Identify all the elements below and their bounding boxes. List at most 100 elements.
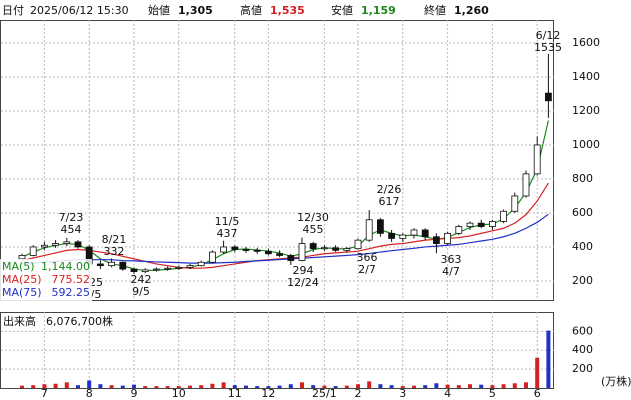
- annotation: 12/30: [297, 211, 329, 224]
- annotation: 11/5: [215, 215, 240, 228]
- y-tick-label: 1400: [572, 70, 600, 83]
- volume-bar: [232, 385, 237, 388]
- x-tick-label: 8: [86, 387, 93, 400]
- candle-body: [500, 210, 508, 222]
- volume-bar: [311, 385, 316, 388]
- candle-body: [511, 195, 519, 212]
- volume-bar: [501, 384, 506, 388]
- annotation: /5: [91, 288, 102, 301]
- candle-body: [488, 221, 496, 227]
- volume-bar: [400, 386, 405, 388]
- volume-bar: [87, 380, 92, 388]
- candle-body: [365, 219, 373, 241]
- volume-bar: [221, 382, 226, 388]
- candle-body: [119, 261, 127, 270]
- candle-body: [276, 253, 284, 256]
- volume-bar: [109, 385, 114, 388]
- y-tick-label: 200: [572, 274, 593, 287]
- y-tick-label: 400: [572, 343, 593, 356]
- annotation: 25: [89, 276, 103, 289]
- x-tick-label: 6: [534, 387, 541, 400]
- volume-bar: [456, 385, 461, 388]
- volume-bar: [333, 386, 338, 388]
- candle-body: [97, 263, 104, 267]
- x-tick-label: 12: [261, 387, 275, 400]
- volume-bar: [255, 386, 260, 388]
- annotation: 12/24: [287, 276, 319, 289]
- volume-bar: [132, 384, 136, 388]
- candle-body: [208, 251, 216, 263]
- candle-body: [444, 232, 452, 244]
- price-panel: [0, 20, 554, 301]
- ma-line: [21, 213, 549, 265]
- volume-bar: [322, 385, 327, 388]
- candle-body: [533, 144, 541, 175]
- candle-body: [231, 246, 239, 250]
- candle-body: [343, 248, 351, 251]
- legend-value: 592.25: [52, 286, 91, 299]
- volume-bar: [98, 384, 103, 388]
- x-tick-label: 4: [444, 387, 451, 400]
- annotation: 2/26: [377, 183, 402, 196]
- volume-bar: [490, 385, 495, 388]
- header-label: 安値: [331, 3, 353, 17]
- legend-name: MA(5): [2, 260, 35, 273]
- y-tick-label: 800: [572, 172, 593, 185]
- header-value: 1,535: [270, 4, 305, 17]
- volume-bar: [445, 384, 450, 388]
- volume-bar: [378, 384, 383, 388]
- volume-bar: [210, 383, 215, 388]
- annotation: 454: [61, 223, 82, 236]
- annotation: 294: [293, 264, 314, 277]
- volume-bar: [434, 383, 439, 388]
- volume-bar: [423, 385, 428, 388]
- volume-bar: [143, 386, 148, 388]
- y-tick-label: 600: [572, 206, 593, 219]
- candle-body: [253, 249, 261, 252]
- y-tick-label: 1000: [572, 138, 600, 151]
- annotation: 332: [104, 245, 125, 258]
- legend-name: MA(25): [2, 273, 42, 286]
- candle-body: [29, 246, 37, 256]
- volume-bar: [199, 385, 204, 388]
- header-label: 高値: [240, 3, 262, 17]
- candle-body: [197, 261, 205, 267]
- candle-body: [220, 246, 228, 253]
- volume-bar: [154, 386, 159, 388]
- y-tick-label: 600: [572, 324, 593, 337]
- volume-bar: [389, 385, 394, 388]
- volume-bar: [356, 384, 360, 388]
- candle-body: [287, 255, 295, 261]
- header-value: 1,260: [454, 4, 489, 17]
- volume-title: 出来高: [3, 314, 36, 328]
- candle-body: [130, 268, 138, 273]
- annotation: 242: [131, 273, 152, 286]
- volume-total: 6,076,700株: [46, 314, 113, 328]
- header-label: 始値: [148, 3, 170, 17]
- candle-body: [545, 92, 552, 102]
- y-tick-label: 1200: [572, 104, 600, 117]
- x-tick-label: 10: [172, 387, 186, 400]
- volume-bar: [31, 385, 36, 388]
- volume-bar: [546, 330, 551, 388]
- annotation: 1535: [534, 41, 562, 54]
- volume-bar: [512, 383, 517, 388]
- candle-body: [376, 219, 384, 234]
- volume-bar: [266, 386, 271, 388]
- x-tick-label: 11: [228, 387, 242, 400]
- candle-body: [52, 243, 59, 246]
- candle-body: [152, 268, 160, 271]
- legend-box: [0, 259, 92, 301]
- annotation: 9/5: [132, 285, 150, 298]
- candle-body: [410, 229, 418, 236]
- candle-body: [522, 173, 530, 197]
- x-tick-label: 9: [131, 387, 138, 400]
- annotation: 617: [379, 195, 400, 208]
- volume-bar: [535, 357, 540, 388]
- candle-body: [354, 239, 362, 250]
- candle-body: [298, 243, 306, 261]
- candle-body: [264, 250, 272, 255]
- volume-bar: [64, 382, 69, 388]
- annotation: 366: [357, 251, 378, 264]
